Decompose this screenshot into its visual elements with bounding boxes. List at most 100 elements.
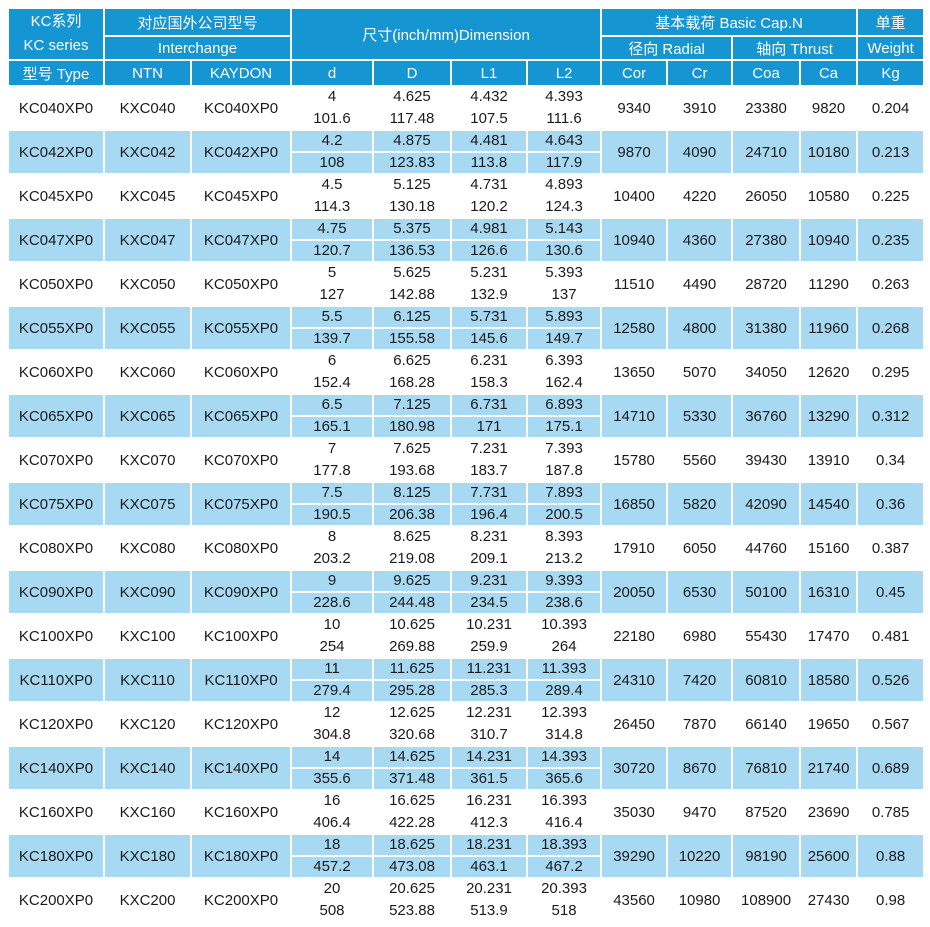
cell-cor: 13650: [600, 349, 669, 395]
cell-d: 8 203.2: [290, 525, 375, 571]
cell-D-inch: 8.625: [393, 528, 431, 545]
cell-L1-inch: 5.731: [470, 308, 508, 325]
cell-type: KC180XP0: [7, 833, 105, 879]
cell-d-mm: 165.1: [293, 415, 372, 436]
cell-coa: 98190: [731, 833, 802, 879]
cell-L1-inch: 7.731: [470, 484, 508, 501]
cell-D: 8.625 219.08: [372, 525, 453, 571]
cell-kg: 0.567: [856, 701, 926, 747]
cell-L2-inch: 6.893: [545, 396, 583, 413]
cell-coa: 42090: [731, 481, 802, 527]
cell-d: 9 228.6: [290, 569, 375, 615]
cell-D-mm: 193.68: [375, 459, 450, 480]
cell-cor: 10940: [600, 217, 669, 263]
cell-type: KC047XP0: [7, 217, 105, 263]
table-row: KC045XP0 KXC045 KC045XP0 4.5 114.3 5.125 130.1…: [7, 173, 926, 219]
cell-L1: 6.231 158.3: [450, 349, 529, 395]
cell-d-mm: 108: [293, 151, 372, 172]
cell-cor: 24310: [600, 657, 669, 703]
cell-kaydon: KC047XP0: [189, 217, 293, 263]
cell-kaydon: KC045XP0: [189, 173, 293, 219]
cell-type: KC045XP0: [7, 173, 105, 219]
cell-d-mm: 152.4: [293, 371, 372, 392]
cell-L2-mm: 124.3: [529, 195, 600, 216]
cell-L2: 18.393 467.2: [526, 833, 603, 879]
cell-L2-mm: 187.8: [529, 459, 600, 480]
cell-L1-mm: 209.1: [453, 547, 526, 568]
cell-kaydon: KC090XP0: [189, 569, 293, 615]
cell-kaydon: KC070XP0: [189, 437, 293, 483]
cell-ca: 14540: [799, 481, 859, 527]
cell-kaydon: KC080XP0: [189, 525, 293, 571]
cell-L2-inch: 6.393: [545, 352, 583, 369]
cell-cor: 35030: [600, 789, 669, 835]
cell-coa: 36760: [731, 393, 802, 439]
cell-L2-inch: 16.393: [541, 792, 587, 809]
cell-D-mm: 320.68: [375, 723, 450, 744]
cell-L2: 7.393 187.8: [526, 437, 603, 483]
cell-cr: 4090: [666, 129, 734, 175]
table-row: KC040XP0 KXC040 KC040XP0 4 101.6 4.625 117.48 4…: [7, 85, 926, 131]
cell-cr: 4800: [666, 305, 734, 351]
cell-cr: 9470: [666, 789, 734, 835]
cell-d-mm: 139.7: [293, 327, 372, 348]
cell-L1: 7.231 183.7: [450, 437, 529, 483]
cell-D-mm: 244.48: [375, 591, 450, 612]
header-row-3: 型号 Type NTN KAYDON d D L1 L2 Cor Cr Coa …: [7, 59, 926, 87]
cell-d-mm: 508: [293, 899, 372, 920]
cell-D-inch: 5.375: [393, 220, 431, 237]
cell-ntn: KXC120: [103, 701, 192, 747]
cell-coa: 60810: [731, 657, 802, 703]
cell-d: 7.5 190.5: [290, 481, 375, 527]
header-interchange-en: Interchange: [102, 35, 293, 61]
cell-coa: 24710: [731, 129, 802, 175]
cell-kg: 0.213: [856, 129, 926, 175]
cell-L2-mm: 200.5: [529, 503, 600, 524]
header-basic-cap: 基本载荷 Basic Cap.N: [600, 7, 859, 37]
cell-D-inch: 11.625: [389, 660, 435, 677]
table-row: KC180XP0 KXC180 KC180XP0 18 457.2 18.625 473.0…: [7, 833, 926, 879]
cell-L1-mm: 463.1: [453, 855, 526, 876]
cell-kg: 0.295: [856, 349, 926, 395]
cell-D-inch: 16.625: [389, 792, 435, 809]
cell-d-inch: 8: [327, 528, 337, 545]
cell-L2-mm: 130.6: [529, 239, 600, 260]
cell-coa: 23380: [731, 85, 802, 131]
cell-d-mm: 114.3: [293, 195, 372, 216]
cell-D-mm: 123.83: [375, 151, 450, 172]
cell-L1-mm: 171: [453, 415, 526, 436]
cell-ca: 23690: [799, 789, 859, 835]
cell-L2-mm: 137: [529, 283, 600, 304]
cell-cor: 39290: [600, 833, 669, 879]
cell-d-mm: 304.8: [293, 723, 372, 744]
cell-L1-inch: 11.231: [466, 660, 512, 677]
cell-d-mm: 279.4: [293, 679, 372, 700]
cell-L1-mm: 285.3: [453, 679, 526, 700]
table-row: KC047XP0 KXC047 KC047XP0 4.75 120.7 5.375 136.…: [7, 217, 926, 263]
cell-ntn: KXC040: [103, 85, 192, 131]
header-col-coa: Coa: [731, 59, 802, 87]
cell-L2-mm: 213.2: [529, 547, 600, 568]
cell-kaydon: KC160XP0: [189, 789, 293, 835]
table-row: KC080XP0 KXC080 KC080XP0 8 203.2 8.625 219.08 8…: [7, 525, 926, 571]
cell-d-inch: 10: [323, 616, 341, 633]
cell-L1-inch: 18.231: [466, 836, 512, 853]
cell-type: KC120XP0: [7, 701, 105, 747]
table-body: KC040XP0 KXC040 KC040XP0 4 101.6 4.625 117.48 4…: [7, 85, 926, 923]
cell-kg: 0.36: [856, 481, 926, 527]
cell-cr: 5820: [666, 481, 734, 527]
cell-type: KC075XP0: [7, 481, 105, 527]
cell-kaydon: KC042XP0: [189, 129, 293, 175]
cell-D: 4.625 117.48: [372, 85, 453, 131]
cell-kg: 0.88: [856, 833, 926, 879]
cell-type: KC080XP0: [7, 525, 105, 571]
cell-L1-inch: 4.432: [470, 88, 508, 105]
cell-ntn: KXC180: [103, 833, 192, 879]
header-col-d: d: [290, 59, 375, 87]
cell-ca: 10180: [799, 129, 859, 175]
cell-D-inch: 20.625: [389, 880, 435, 897]
cell-d-inch: 4.2: [321, 132, 343, 149]
cell-d-mm: 254: [293, 635, 372, 656]
cell-L2-mm: 175.1: [529, 415, 600, 436]
cell-L2-inch: 7.893: [545, 484, 583, 501]
